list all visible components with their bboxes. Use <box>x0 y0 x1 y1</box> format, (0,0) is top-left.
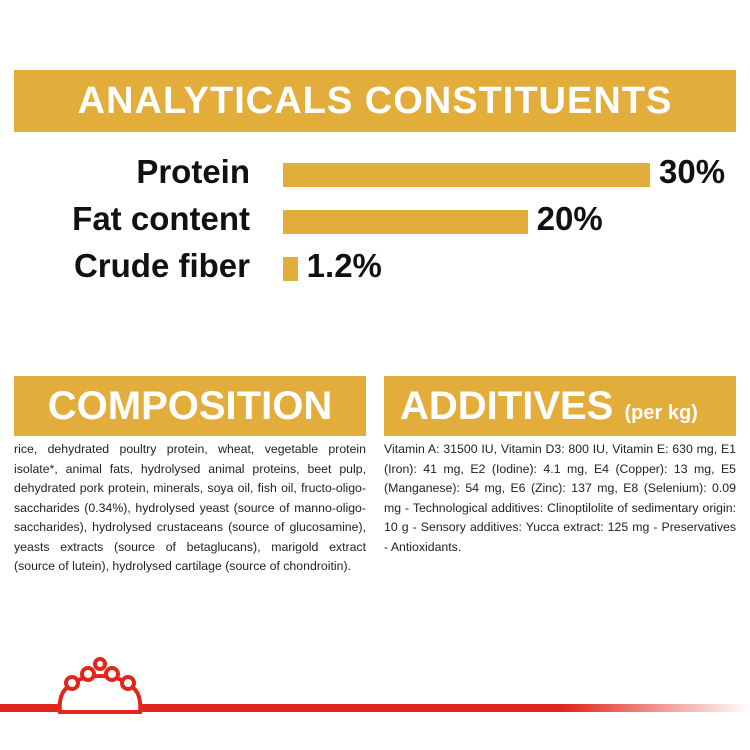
category-label: Protein <box>136 153 250 190</box>
additives-header: ADDITIVES (per kg) <box>384 376 736 436</box>
bar <box>283 257 298 281</box>
bar <box>283 210 528 234</box>
composition-text: rice, dehydrated poultry protein, wheat,… <box>14 442 366 573</box>
crown-logo <box>57 657 143 714</box>
composition-header: COMPOSITION <box>14 376 366 436</box>
value-label: 1.2% <box>306 247 382 284</box>
category-label: Crude fiber <box>73 247 250 284</box>
additives-title: ADDITIVES <box>400 384 614 428</box>
additives-text: Vitamin A: 31500 IU, Vitamin D3: 800 IU,… <box>384 442 736 554</box>
category-label: Fat content <box>72 200 250 237</box>
footer-line <box>0 704 750 712</box>
composition-title: COMPOSITION <box>47 384 333 428</box>
value-label: 30% <box>659 153 726 190</box>
value-label: 20% <box>536 200 603 237</box>
additives-subtitle: (per kg) <box>624 402 698 424</box>
chart-title: ANALYTICALS CONSTITUENTS <box>14 70 736 132</box>
bar <box>283 163 650 187</box>
